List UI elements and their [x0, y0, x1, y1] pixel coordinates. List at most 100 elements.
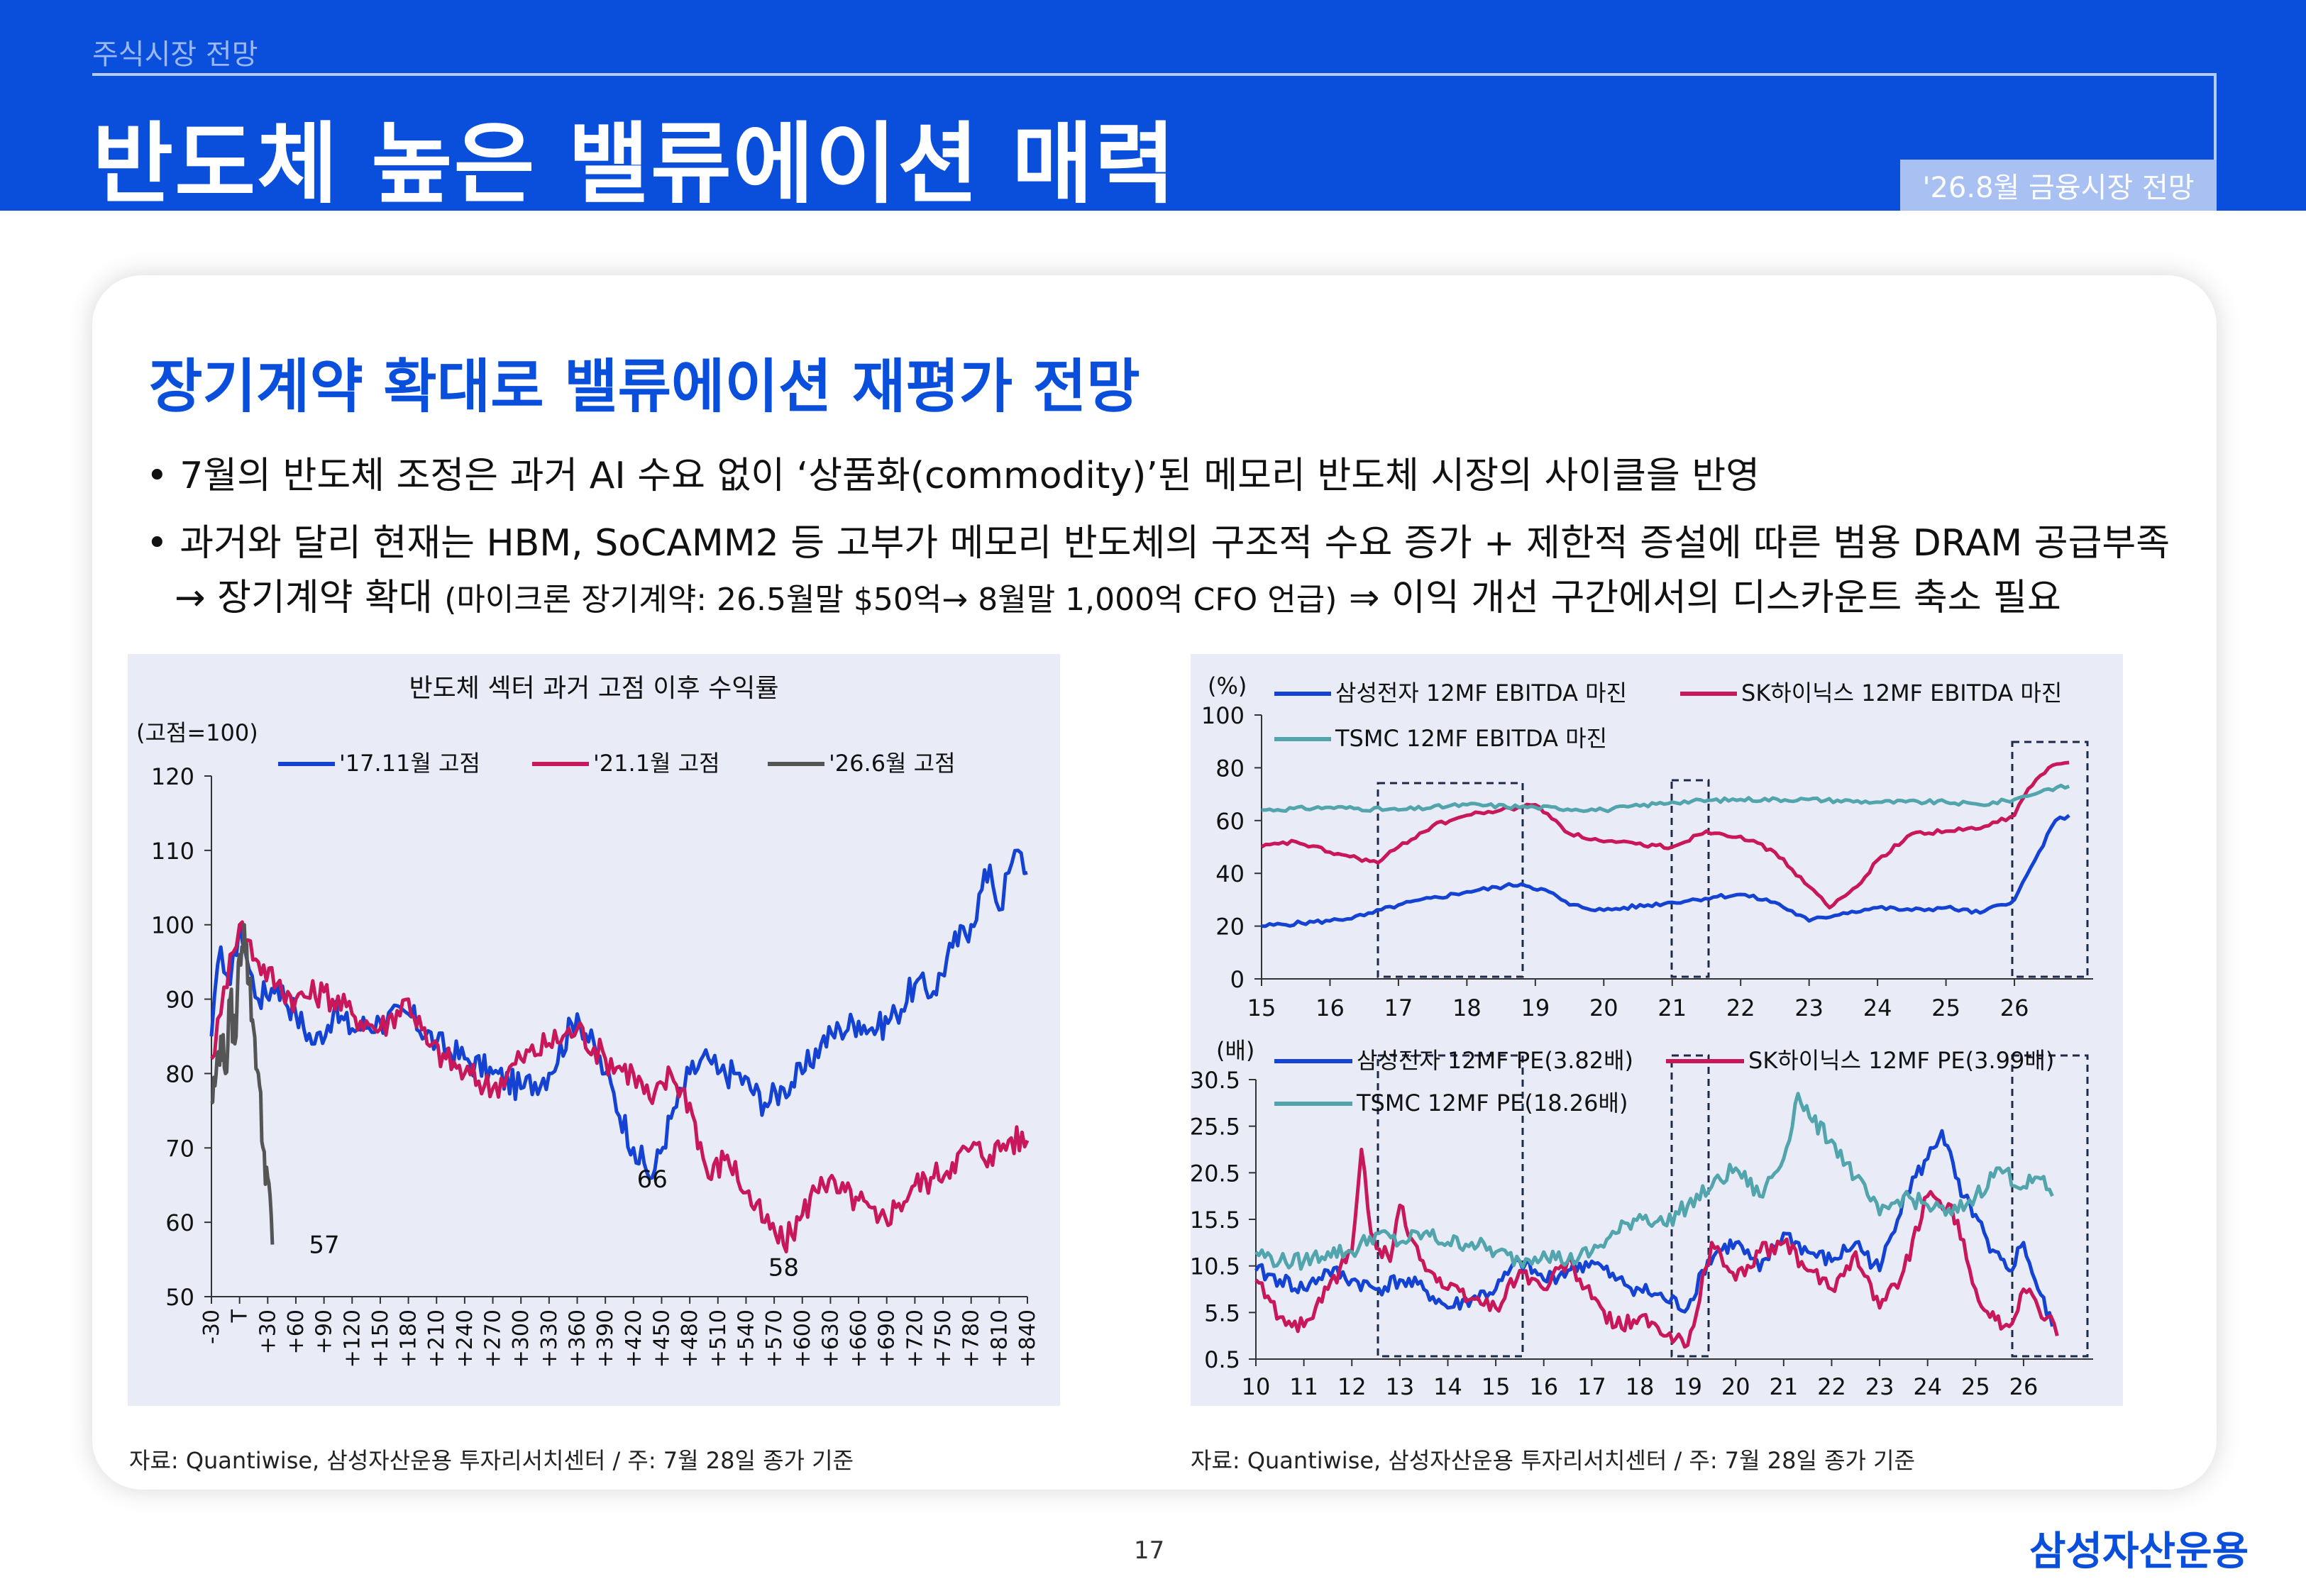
y-tick-label: 110 [151, 838, 194, 865]
company-logo: 삼성자산운용 [2029, 1529, 2249, 1575]
series-line [1254, 1092, 2054, 1271]
x-tick-label: -30 [199, 1309, 224, 1344]
x-tick-label: +270 [481, 1309, 506, 1368]
x-tick-label: +180 [397, 1309, 421, 1368]
x-tick-label: 24 [1863, 994, 1892, 1021]
x-tick-label: +630 [818, 1309, 843, 1368]
value-annotation: 58 [768, 1254, 799, 1282]
legend-label: TSMC 12MF PE(18.26배) [1356, 1090, 1628, 1116]
y-tick-label: 40 [1215, 860, 1245, 887]
y-tick-label: 20 [1215, 914, 1245, 941]
bullet-arrow-text: → 장기계약 확대 [175, 577, 445, 619]
x-tick-label: 24 [1913, 1373, 1942, 1400]
legend-label: '26.6월 고점 [829, 750, 956, 777]
left-source-note: 자료: Quantiwise, 삼성자산운용 투자리서치센터 / 주: 7월 2… [129, 1447, 854, 1474]
highlight-box [1670, 779, 1710, 978]
x-tick-label: +240 [453, 1309, 478, 1368]
y-tick-label: 30.5 [1191, 1067, 1240, 1094]
y-tick-label: 50 [165, 1284, 194, 1311]
x-tick-label: +60 [284, 1309, 309, 1354]
page-title: 반도체 높은 밸류에이션 매력 [92, 113, 1177, 216]
x-tick-label: 21 [1657, 994, 1687, 1021]
series-line [1261, 783, 2070, 814]
right-chart-panel: (%) 100 80 60 40 20 0 15 16 17 18 19 20 21 22 23 24 25 26 삼… [1190, 654, 2123, 1406]
y-tick-label: 25.5 [1191, 1114, 1240, 1141]
legend-label: '17.11월 고점 [339, 750, 480, 777]
x-tick-label: 15 [1482, 1373, 1511, 1400]
y-tick-label: 120 [151, 763, 194, 790]
x-tick-label: +330 [537, 1309, 562, 1368]
y-tick-label: 90 [165, 987, 194, 1014]
x-tick-label: 13 [1386, 1373, 1415, 1400]
y-tick-label: 60 [165, 1209, 194, 1236]
x-tick-label: +120 [340, 1309, 365, 1368]
x-tick-label: 19 [1673, 1373, 1702, 1400]
x-tick-label: 20 [1721, 1373, 1750, 1400]
x-tick-label: +30 [255, 1309, 280, 1354]
x-tick-label: +780 [959, 1309, 984, 1368]
y-tick-label: 20.5 [1191, 1160, 1240, 1187]
x-tick-label: +300 [509, 1309, 534, 1368]
highlight-box [1377, 782, 1524, 978]
x-tick-label: +540 [734, 1309, 758, 1368]
bullet-item: • 7월의 반도체 조정은 과거 AI 수요 없이 ‘상품화(commodity… [146, 455, 1760, 497]
series-line [210, 923, 275, 1245]
x-tick-label: 22 [1726, 994, 1755, 1021]
content-subtitle: 장기계약 확대로 밸류에이션 재평가 전망 [149, 353, 1140, 421]
bullet-item: • 과거와 달리 현재는 HBM, SoCAMM2 등 고부가 메모리 반도체의… [146, 522, 2170, 565]
x-tick-label: 15 [1247, 994, 1276, 1021]
series-line [210, 920, 1030, 1253]
y-tick-label: 80 [165, 1060, 194, 1087]
x-tick-label: 25 [1931, 994, 1960, 1021]
x-tick-label: 23 [1794, 994, 1824, 1021]
highlight-box [1377, 1054, 1524, 1358]
y-axis-unit-label: (%) [1208, 672, 1247, 699]
y-axis-unit-label: (고점=100) [136, 719, 258, 746]
y-tick-label: 10.5 [1191, 1253, 1240, 1280]
x-tick-label: 18 [1452, 994, 1482, 1021]
value-annotation: 57 [309, 1231, 339, 1260]
highlight-box [1670, 1054, 1710, 1358]
x-tick-label: +90 [312, 1309, 337, 1354]
x-tick-label: 12 [1337, 1373, 1367, 1400]
bullet-item-continuation: → 장기계약 확대 (마이크론 장기계약: 26.5월말 $50억→ 8월말 1… [175, 567, 2061, 621]
series-line [1260, 760, 2070, 910]
x-tick-label: +390 [593, 1309, 618, 1368]
x-tick-label: +450 [649, 1309, 674, 1368]
x-tick-label: +750 [931, 1309, 956, 1368]
legend-label: TSMC 12MF EBITDA 마진 [1335, 725, 1607, 752]
bullet-note: (마이크론 장기계약: 26.5월말 $50억→ 8월말 1,000억 CFO … [444, 582, 1337, 618]
y-tick-label: 15.5 [1191, 1207, 1240, 1234]
y-tick-label: 80 [1215, 755, 1245, 782]
right-source-note: 자료: Quantiwise, 삼성자산운용 투자리서치센터 / 주: 7월 2… [1191, 1447, 1916, 1474]
x-tick-label: +720 [903, 1309, 927, 1368]
peak-return-chart: 반도체 섹터 과거 고점 이후 수익률 (고점=100) 120 110 100 90 80… [136, 674, 1040, 1368]
x-tick-label: +660 [846, 1309, 871, 1368]
y-tick-label: 60 [1215, 808, 1245, 835]
x-tick-label: T [228, 1309, 253, 1323]
x-tick-label: 16 [1529, 1373, 1558, 1400]
legend-label: 삼성전자 12MF PE(3.82배) [1357, 1047, 1633, 1074]
x-tick-label: +510 [706, 1309, 731, 1368]
series-line [209, 848, 1028, 1180]
x-tick-label: 11 [1289, 1373, 1318, 1400]
page-number: 17 [1134, 1536, 1165, 1565]
legend-label: SK하이닉스 12MF PE(3.99배) [1748, 1047, 2054, 1074]
x-tick-label: 18 [1626, 1373, 1655, 1400]
x-tick-label: 23 [1865, 1373, 1894, 1400]
y-tick-label: 0 [1230, 966, 1245, 993]
legend-label: 삼성전자 12MF EBITDA 마진 [1335, 680, 1627, 706]
x-tick-label: 19 [1521, 994, 1550, 1021]
x-tick-label: +600 [790, 1309, 815, 1368]
y-tick-label: 100 [1201, 702, 1245, 729]
value-annotation: 66 [637, 1165, 668, 1194]
x-tick-label: 26 [2000, 994, 2029, 1021]
x-tick-label: +690 [875, 1309, 900, 1368]
y-tick-label: 0.5 [1204, 1346, 1240, 1373]
x-tick-label: 26 [2009, 1373, 2039, 1400]
x-tick-label: 14 [1433, 1373, 1462, 1400]
legend-label: SK하이닉스 12MF EBITDA 마진 [1741, 680, 2062, 706]
y-axis-unit-label: (배) [1216, 1037, 1254, 1064]
series-line [1254, 1148, 2059, 1349]
